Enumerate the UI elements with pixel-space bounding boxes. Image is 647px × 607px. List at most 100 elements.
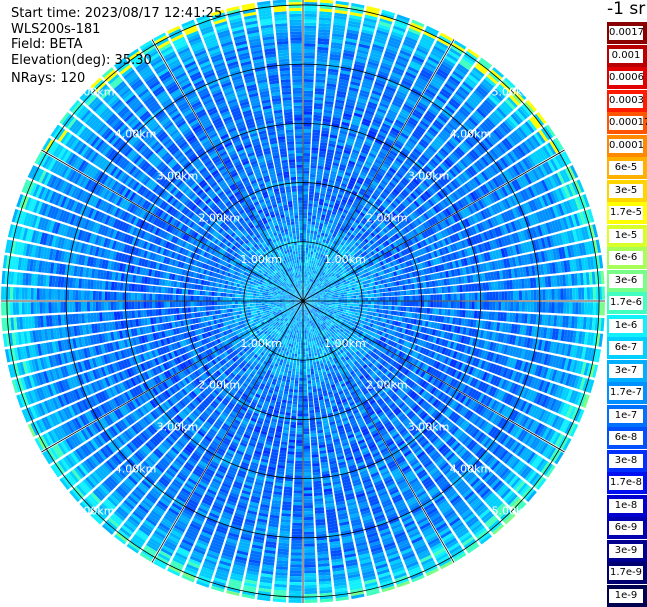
ppi-gate [406,68,418,77]
ppi-gate [366,287,371,291]
ppi-gate [316,171,323,176]
ppi-gate [486,292,490,301]
ppi-gate [408,253,414,260]
ppi-gate [500,212,508,223]
ppi-gate [418,41,431,50]
ppi-gate [524,290,529,301]
ppi-gate [468,179,477,189]
ppi-gate [462,123,472,133]
ppi-gate [361,121,371,127]
ppi-gate [442,198,450,207]
ppi-gate [427,294,431,301]
ppi-gate [313,284,316,288]
ppi-gate [381,202,388,209]
ppi-gate [572,229,578,242]
ppi-gate [357,224,363,230]
ppi-gate [426,147,436,156]
ppi-gate [500,81,512,93]
ppi-gate [330,128,339,133]
ppi-gate [424,165,433,173]
ppi-gate [453,269,458,277]
ppi-gate [379,305,383,310]
ppi-gate [376,297,380,301]
ppi-gate [311,286,314,289]
ppi-gate [335,225,341,230]
ppi-gate [363,269,368,274]
ppi-gate [352,118,361,124]
ppi-gate [519,105,530,118]
ppi-gate [462,157,471,167]
ppi-gate [306,283,309,287]
ppi-gate [441,301,446,308]
ppi-gate [340,241,345,246]
ppi-gate [420,269,425,276]
ppi-gate [330,213,336,218]
ppi-gate [460,249,466,258]
ppi-gate [499,172,508,184]
ppi-gate [480,80,493,92]
ppi-gate [317,253,321,257]
ppi-gate [509,94,520,106]
ppi-gate [402,177,410,184]
ppi-gate [373,178,380,184]
ppi-gate [332,285,336,288]
ppi-gate [340,185,347,191]
ppi-gate [310,278,313,283]
ppi-gate [314,296,318,298]
ppi-gate [455,176,463,186]
ppi-gate [436,223,443,231]
ppi-gate [312,242,316,246]
ppi-gate [365,297,369,301]
ppi-gate [589,302,594,315]
ppi-gate [484,76,497,87]
ppi-gate [361,29,374,35]
ppi-gate [374,258,380,264]
ppi-gate [433,45,446,55]
ppi-gate [314,102,323,107]
ppi-gate [320,244,324,249]
ppi-gate [377,170,385,177]
ppi-gate [506,117,517,129]
ppi-gate [554,155,564,169]
ppi-gate [423,115,433,124]
ppi-gate [371,205,378,211]
ppi-gate [345,168,353,174]
ppi-gate [483,169,492,180]
ppi-gate [358,174,366,180]
ppi-gate [316,287,320,290]
ppi-gate [341,198,348,204]
ppi-gate [549,158,559,171]
ppi-gate [351,239,357,244]
ppi-gate [384,174,392,181]
ppi-gate [369,239,375,245]
ppi-gate [447,286,451,293]
ppi-gate [570,214,578,228]
ppi-gate [406,196,413,204]
ppi-gate [327,77,338,82]
ppi-gate [524,140,534,152]
ppi-gate [316,58,328,63]
ppi-gate [536,111,547,125]
ppi-gate [309,257,313,261]
ppi-gate [303,150,311,154]
ppi-gate [306,280,309,284]
ppi-gate [494,238,501,249]
ppi-gate [533,198,541,210]
ppi-gate [329,56,341,62]
ppi-gate [486,74,499,85]
ppi-gate [464,138,474,148]
ppi-gate [332,30,345,35]
ppi-gate [335,0,349,6]
ppi-gate [586,287,591,300]
ppi-gate [304,31,316,35]
ppi-gate [395,93,406,101]
ppi-gate [341,246,346,251]
ppi-gate [374,35,387,42]
ppi-gate [439,211,447,219]
ppi-gate [437,114,448,124]
ppi-gate [444,286,448,293]
ppi-gate [358,254,363,259]
ppi-gate [370,290,374,294]
ppi-gate [350,176,357,182]
ppi-gate [308,284,311,288]
